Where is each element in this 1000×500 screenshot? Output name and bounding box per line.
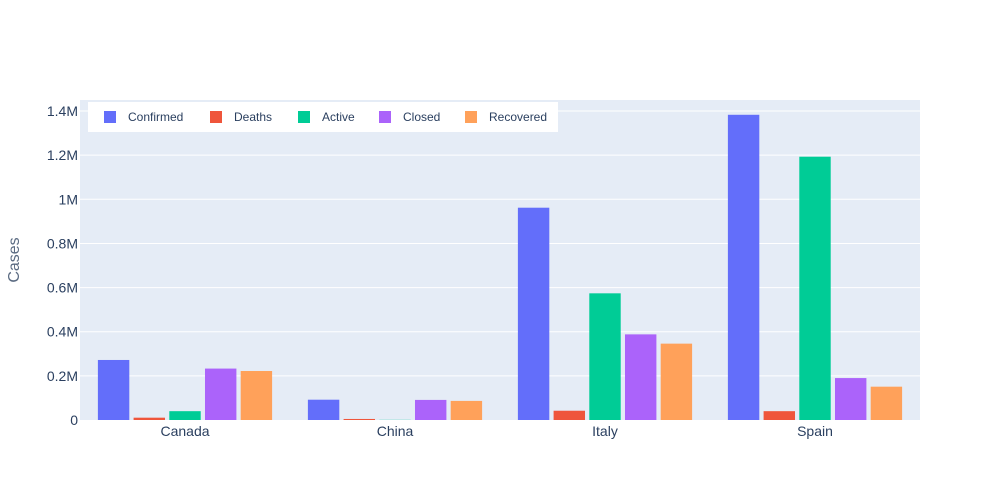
legend-swatch-closed[interactable] (379, 111, 391, 123)
y-tick-label: 1.2M (47, 147, 78, 163)
y-tick-label: 0.6M (47, 280, 78, 296)
legend-label-closed[interactable]: Closed (403, 110, 440, 124)
bar-deaths-canada[interactable] (133, 417, 166, 420)
bar-closed-canada[interactable] (204, 368, 237, 420)
x-tick-label: Spain (797, 423, 833, 439)
bar-closed-italy[interactable] (624, 334, 657, 420)
y-tick-label: 0 (70, 412, 78, 428)
bar-recovered-china[interactable] (450, 400, 483, 420)
legend-swatch-deaths[interactable] (210, 111, 222, 123)
bar-active-italy[interactable] (589, 293, 621, 420)
y-tick-label: 0.2M (47, 368, 78, 384)
legend-label-recovered[interactable]: Recovered (489, 110, 547, 124)
x-axis-ticks: Canada China Italy Spain (160, 423, 832, 439)
bar-closed-china[interactable] (414, 399, 447, 420)
bar-active-spain[interactable] (799, 156, 831, 421)
x-tick-label: Italy (592, 423, 618, 439)
legend-label-deaths[interactable]: Deaths (234, 110, 272, 124)
y-tick-label: 1M (59, 191, 78, 207)
bar-recovered-spain[interactable] (870, 386, 903, 420)
bar-deaths-china[interactable] (343, 418, 376, 420)
legend-label-active[interactable]: Active (322, 110, 355, 124)
y-tick-label: 0.8M (47, 235, 78, 251)
bar-active-canada[interactable] (169, 411, 201, 420)
y-tick-label: 0.4M (47, 324, 78, 340)
legend-swatch-recovered[interactable] (465, 111, 477, 123)
bar-deaths-spain[interactable] (763, 411, 796, 420)
bar-confirmed-china[interactable] (307, 399, 340, 420)
plot-area (80, 100, 920, 420)
legend-label-confirmed[interactable]: Confirmed (128, 110, 183, 124)
legend[interactable]: Confirmed Deaths Active Closed Recovered (88, 102, 558, 132)
y-axis-ticks: 0 0.2M 0.4M 0.6M 0.8M 1M 1.2M 1.4M (47, 103, 78, 428)
legend-background (88, 102, 558, 132)
y-tick-label: 1.4M (47, 103, 78, 119)
bar-confirmed-spain[interactable] (727, 114, 760, 421)
legend-swatch-confirmed[interactable] (104, 111, 116, 123)
x-tick-label: China (377, 423, 414, 439)
bar-deaths-italy[interactable] (553, 410, 586, 420)
legend-swatch-active[interactable] (298, 111, 310, 123)
x-tick-label: Canada (160, 423, 209, 439)
bar-closed-spain[interactable] (834, 378, 867, 420)
bar-confirmed-canada[interactable] (97, 359, 130, 420)
bars (97, 114, 903, 421)
bar-confirmed-italy[interactable] (517, 207, 550, 420)
bar-recovered-italy[interactable] (660, 343, 693, 420)
bar-recovered-canada[interactable] (240, 371, 273, 420)
y-axis-title: Cases (6, 237, 23, 282)
